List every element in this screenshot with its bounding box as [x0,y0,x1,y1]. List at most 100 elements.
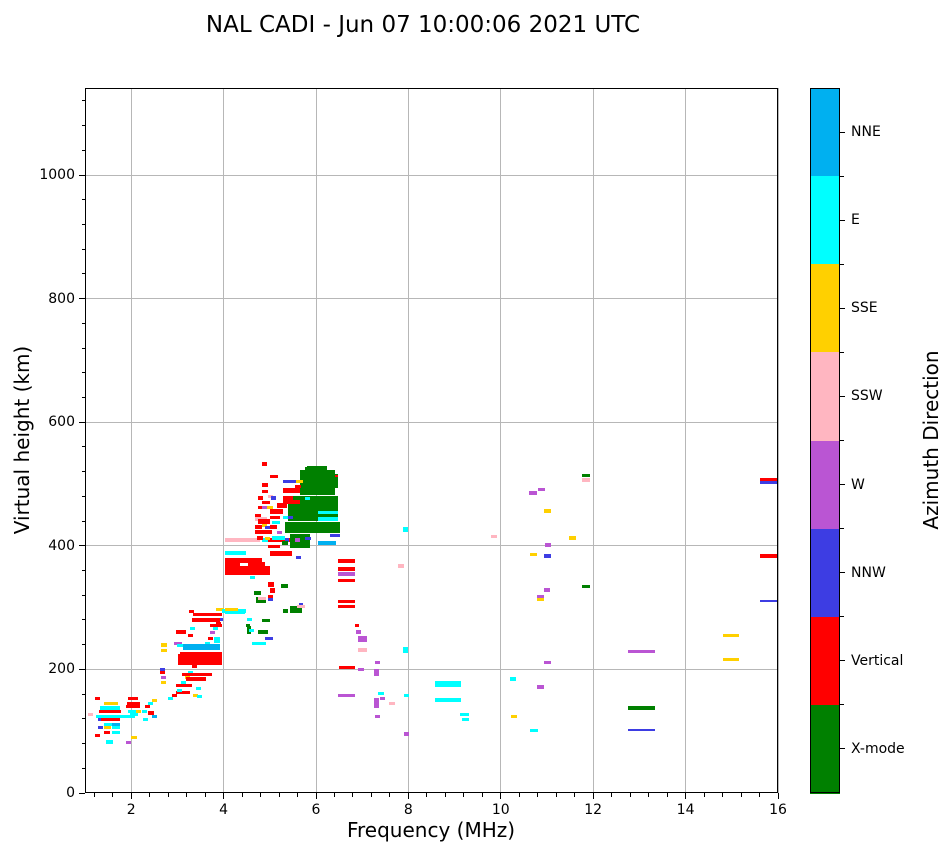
data-point [536,685,544,690]
data-point [96,714,135,718]
data-point [265,526,271,530]
data-point [248,561,266,569]
data-point [538,487,546,492]
data-point [374,698,380,708]
data-point [129,713,138,717]
colorbar-tick-label: NNE [851,124,881,141]
x-gridline [407,88,409,793]
x-minor-tick [260,793,262,797]
data-point [435,698,462,703]
data-point [174,641,182,645]
data-point [403,732,409,736]
y-minor-tick [81,520,85,522]
data-point [103,722,112,726]
y-minor-tick [81,767,85,769]
data-point [582,478,590,483]
data-point [261,506,268,510]
data-point [354,623,359,628]
data-point [87,713,93,717]
x-tick-label: 14 [676,802,695,818]
colorbar-tick-label: SSW [851,388,883,405]
data-point [176,684,193,688]
data-point [375,660,381,665]
data-point [545,543,552,548]
data-point [582,584,590,589]
x-minor-tick [278,793,280,797]
data-point [356,630,362,634]
colorbar-tick [840,219,845,221]
data-point [304,497,310,501]
data-point [295,538,301,542]
colorbar-tick [840,484,845,486]
data-point [339,665,356,670]
y-minor-tick [81,224,85,226]
data-point [182,672,213,677]
data-point [435,682,462,688]
x-minor-tick [333,793,335,797]
data-point [126,705,140,709]
data-point [723,633,740,638]
y-minor-tick [81,248,85,250]
x-tick-label: 10 [491,802,510,818]
y-minor-tick [81,322,85,324]
data-point [255,516,268,521]
data-point [272,535,286,540]
colorbar-segment-w [810,440,840,530]
colorbar-segment-x-mode [810,704,840,794]
colorbar-tick-label: Vertical [851,652,904,669]
x-minor-tick [370,793,372,797]
data-point [192,617,221,623]
data-point [224,537,261,542]
y-tick [79,421,85,423]
data-point [103,726,111,730]
data-point [141,709,147,713]
data-point [283,495,294,500]
y-minor-tick [81,273,85,275]
data-point [269,551,292,557]
data-point [161,643,168,647]
data-point [143,718,149,722]
data-point [171,693,177,697]
colorbar-tick-label: SSE [851,300,878,317]
data-point [176,691,190,695]
x-minor-tick [444,793,446,797]
x-minor-tick [352,793,354,797]
data-point [127,701,140,705]
colorbar-segment-nnw [810,528,840,618]
y-tick [79,668,85,670]
data-point [544,509,552,514]
data-point [176,629,187,634]
data-point [210,623,223,628]
data-point [95,734,101,738]
y-tick-label: 200 [48,661,75,678]
data-point [338,559,356,564]
x-minor-tick [241,793,243,797]
data-point [317,510,338,515]
y-minor-tick [81,446,85,448]
x-gridline [223,88,225,793]
x-tick-label: 16 [769,802,787,818]
data-point [317,540,336,545]
data-point [247,617,253,621]
x-minor-tick [611,793,613,797]
y-axis-label: Virtual height (km) [10,345,34,535]
colorbar-segment-ssw [810,352,840,441]
data-point [403,694,409,698]
data-point [297,604,305,609]
y-tick [79,545,85,547]
data-point [195,687,201,691]
x-tick-label: 6 [311,802,321,818]
data-point [196,695,202,699]
data-point [210,631,216,635]
data-point [759,480,778,485]
data-point [283,488,301,494]
colorbar-border [810,88,840,793]
data-point [402,526,408,532]
data-point [224,610,245,615]
y-minor-tick [81,100,85,102]
colorbar-tick-label: X-mode [851,740,905,757]
x-tick [223,793,225,799]
data-point [269,588,275,594]
data-point [338,572,356,577]
y-tick-label: 400 [48,537,75,554]
